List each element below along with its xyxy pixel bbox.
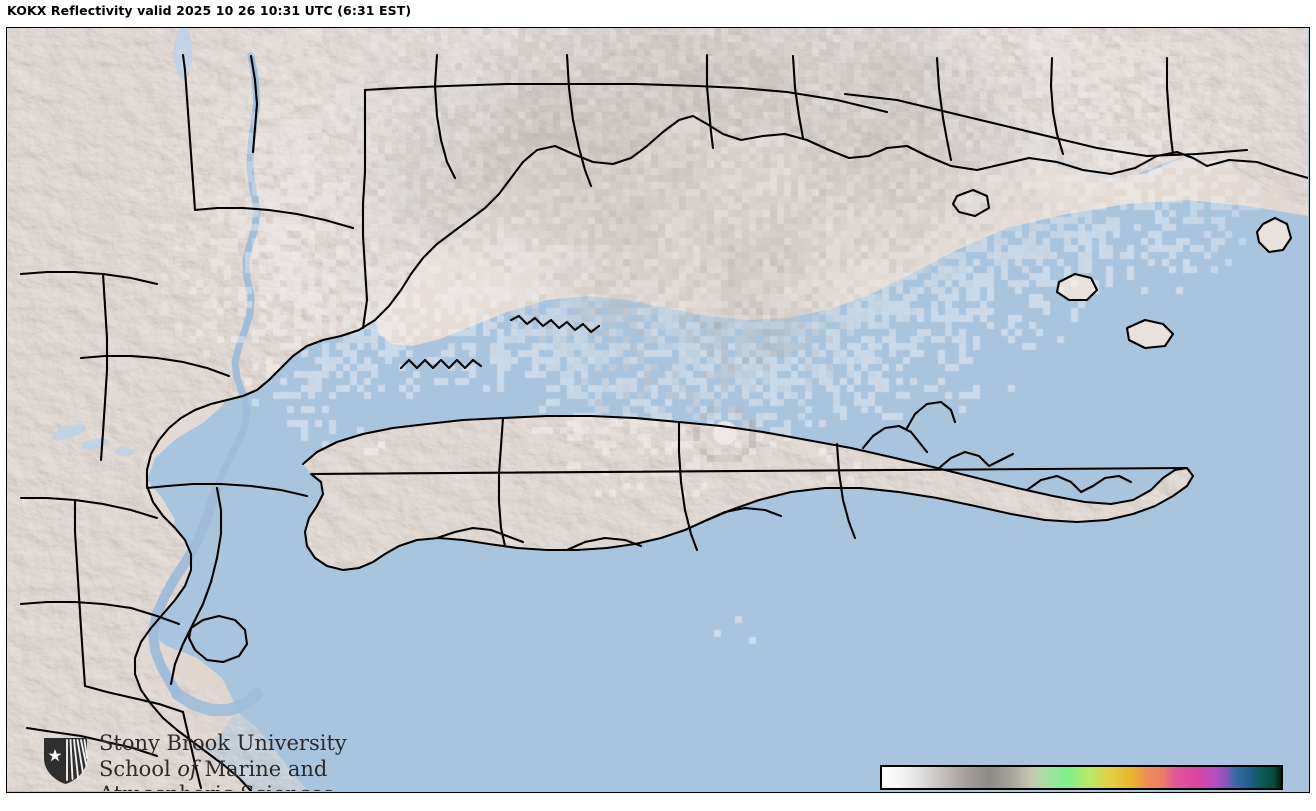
colorbar[interactable]: 0204050607080 bbox=[880, 765, 1283, 791]
reflectivity-layer bbox=[7, 28, 1308, 791]
page-title: KOKX Reflectivity valid 2025 10 26 10:31… bbox=[7, 3, 412, 18]
borders-layer bbox=[7, 28, 1308, 791]
colorbar-gradient bbox=[880, 765, 1283, 790]
radar-map[interactable]: Stony Brook University School of Marine … bbox=[6, 27, 1310, 793]
